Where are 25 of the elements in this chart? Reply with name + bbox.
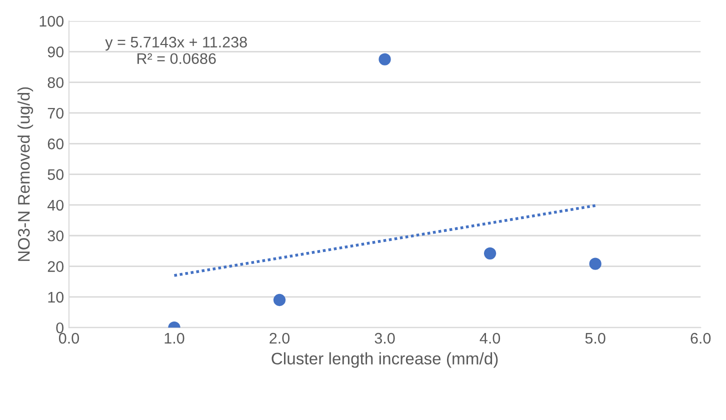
y-tick-label: 0 [56,322,64,334]
y-tick-label: 10 [48,292,64,303]
y-tick-label: 40 [47,200,64,211]
y-tick-label: 20 [48,261,64,272]
y-tick-label: 60 [48,138,64,150]
y-tick-label: 100 [40,16,64,27]
point [273,294,286,306]
point [589,258,602,270]
x-tick-label: 6.0 [690,332,711,344]
y-axis-title: NO3-N Removed (ug/d) [18,87,34,261]
point [378,53,391,66]
y-tick-label: 90 [48,46,64,58]
y-tick-label: 80 [48,77,64,88]
point [484,247,496,260]
y-tick-label: 50 [48,169,64,180]
x-axis-title: Cluster length increase (mm/d) [272,352,498,368]
x-tick-label: 2.0 [270,332,290,344]
y-tick-label: 30 [48,230,64,242]
annotation: y = 5.7143x + 11.238 R² = 0.0686 [105,36,247,64]
x-tick-label: 4.0 [480,332,500,344]
y-tick-label: 70 [48,108,64,119]
x-tick-label: 0.0 [58,332,79,344]
x-tick-label: 5.0 [585,332,606,344]
x-tick-label: 1.0 [164,332,184,344]
x-tick-label: 3.0 [374,332,395,344]
